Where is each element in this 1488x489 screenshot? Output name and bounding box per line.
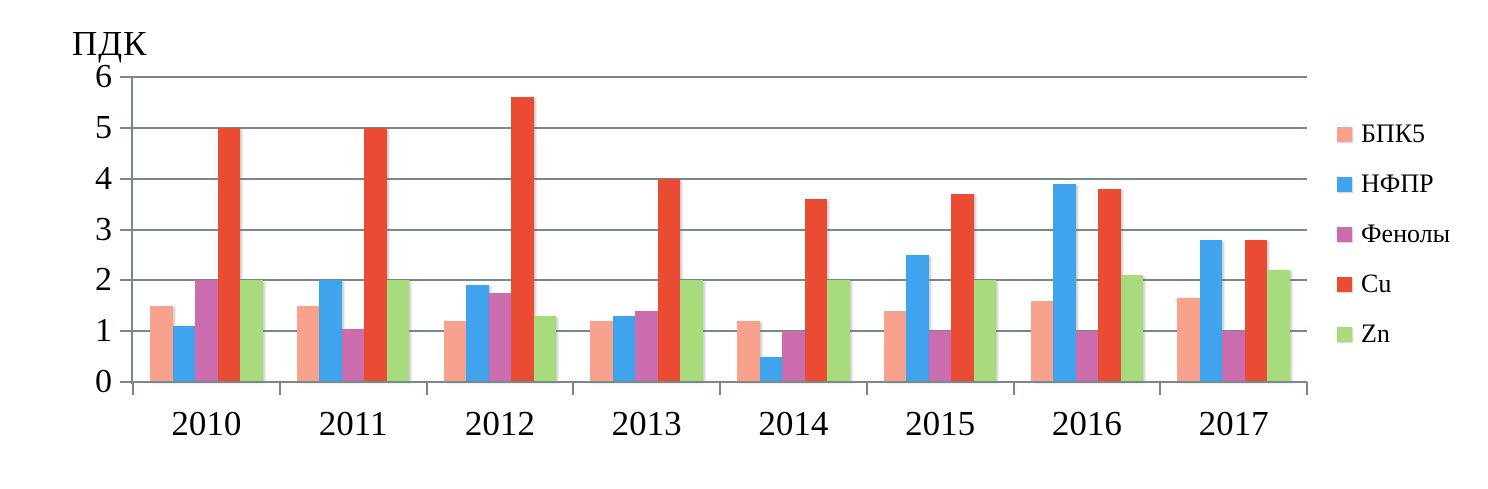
bar-Фенолы-2015 — [928, 331, 952, 382]
bar-НФПР-2014 — [759, 356, 783, 382]
x-category-label: 2010 — [171, 404, 242, 443]
y-axis — [131, 77, 133, 384]
bar-Фенолы-2010 — [195, 280, 218, 382]
y-tick-mark — [120, 228, 133, 231]
bar-Фенолы-2016 — [1075, 331, 1099, 382]
x-category-label: 2012 — [464, 404, 535, 443]
bar-БПК5-2012 — [443, 321, 467, 382]
bar-БПК5-2015 — [883, 310, 907, 382]
legend-swatch-icon — [1337, 326, 1352, 342]
y-axis-title: ПДК — [72, 24, 148, 63]
y-tick-label: 6 — [95, 58, 112, 95]
x-tick-mark — [1306, 382, 1308, 395]
bar-Cu-2017 — [1244, 239, 1268, 382]
x-tick-mark — [132, 382, 134, 395]
bar-НФПР-2011 — [319, 280, 342, 382]
x-tick-mark — [1012, 382, 1015, 395]
legend-label: Zn — [1361, 319, 1390, 348]
gridline — [133, 177, 1307, 180]
bar-Cu-2014 — [804, 199, 828, 382]
x-tick-mark — [425, 382, 428, 395]
gridline — [133, 228, 1307, 231]
y-tick-mark — [120, 279, 133, 282]
bar-Zn-2015 — [973, 280, 997, 382]
y-tick-label: 5 — [95, 108, 112, 146]
x-category-label: 2017 — [1198, 404, 1269, 443]
bar-Cu-2013 — [657, 178, 681, 382]
bar-Фенолы-2011 — [341, 328, 365, 382]
y-tick-label: 1 — [95, 312, 112, 350]
x-category-label: 2014 — [758, 404, 829, 443]
bar-Фенолы-2012 — [488, 293, 512, 382]
gridline — [133, 330, 1307, 333]
bar-БПК5-2017 — [1177, 298, 1200, 382]
bar-НФПР-2016 — [1053, 183, 1076, 382]
bar-Фенолы-2017 — [1222, 331, 1245, 382]
x-category-label: 2011 — [318, 404, 388, 443]
bar-Cu-2016 — [1098, 188, 1121, 382]
legend-swatch-icon — [1337, 126, 1352, 142]
gridline — [133, 126, 1307, 129]
legend-item-БПК5: БПК5 — [1337, 109, 1450, 159]
legend-item-НФПР: НФПР — [1337, 159, 1450, 209]
y-tick-mark — [120, 381, 133, 383]
legend-label: Cu — [1361, 269, 1392, 298]
y-tick-mark — [120, 126, 133, 129]
legend-label: НФПР — [1361, 169, 1434, 198]
legend-item-Фенолы: Фенолы — [1337, 209, 1450, 259]
bar-БПК5-2013 — [590, 321, 613, 382]
bar-БПК5-2010 — [150, 305, 173, 382]
bar-Cu-2012 — [511, 97, 534, 382]
y-tick-label: 0 — [95, 363, 112, 400]
bar-НФПР-2015 — [906, 254, 929, 382]
bar-Zn-2013 — [680, 280, 703, 382]
gridline — [133, 76, 1307, 78]
x-tick-mark — [719, 382, 721, 395]
x-category-label: 2016 — [1051, 404, 1122, 443]
legend-label: БПК5 — [1361, 119, 1426, 148]
y-tick-label: 2 — [95, 261, 112, 299]
x-tick-mark — [278, 382, 281, 395]
x-category-label: 2015 — [905, 404, 976, 443]
bar-НФПР-2012 — [466, 285, 489, 382]
y-tick-mark — [120, 330, 133, 333]
bar-БПК5-2011 — [296, 305, 320, 382]
bar-Cu-2015 — [951, 193, 974, 382]
bar-НФПР-2017 — [1199, 239, 1223, 382]
legend-swatch-icon — [1337, 226, 1352, 242]
x-tick-mark — [1159, 382, 1162, 395]
gridline — [133, 279, 1307, 282]
legend-swatch-icon — [1337, 276, 1352, 292]
x-category-label: 2013 — [611, 404, 682, 443]
bar-Zn-2017 — [1267, 270, 1290, 382]
bar-Фенолы-2013 — [635, 310, 658, 382]
bar-Zn-2010 — [240, 280, 263, 382]
y-tick-label: 4 — [95, 159, 112, 197]
bar-Cu-2010 — [217, 127, 241, 382]
bar-Zn-2012 — [533, 315, 557, 382]
x-tick-mark — [572, 382, 575, 395]
bar-Cu-2011 — [364, 127, 387, 382]
x-tick-mark — [865, 382, 868, 395]
bar-БПК5-2016 — [1030, 300, 1054, 382]
bar-НФПР-2010 — [172, 326, 196, 382]
bar-Zn-2014 — [827, 280, 850, 382]
bar-Zn-2016 — [1120, 275, 1144, 382]
bar-Фенолы-2014 — [782, 331, 805, 382]
legend: БПК5 НФПР Фенолы Cu Zn — [1337, 109, 1450, 359]
x-axis — [120, 381, 1307, 383]
bar-НФПР-2013 — [612, 315, 636, 382]
y-tick-mark — [120, 76, 133, 78]
legend-swatch-icon — [1337, 176, 1352, 192]
legend-item-Zn: Zn — [1337, 309, 1450, 359]
legend-label: Фенолы — [1361, 219, 1451, 248]
bar-Zn-2011 — [386, 280, 410, 382]
y-tick-label: 3 — [95, 210, 112, 248]
bar-БПК5-2014 — [737, 321, 760, 382]
y-tick-mark — [120, 177, 133, 180]
legend-item-Cu: Cu — [1337, 259, 1450, 309]
